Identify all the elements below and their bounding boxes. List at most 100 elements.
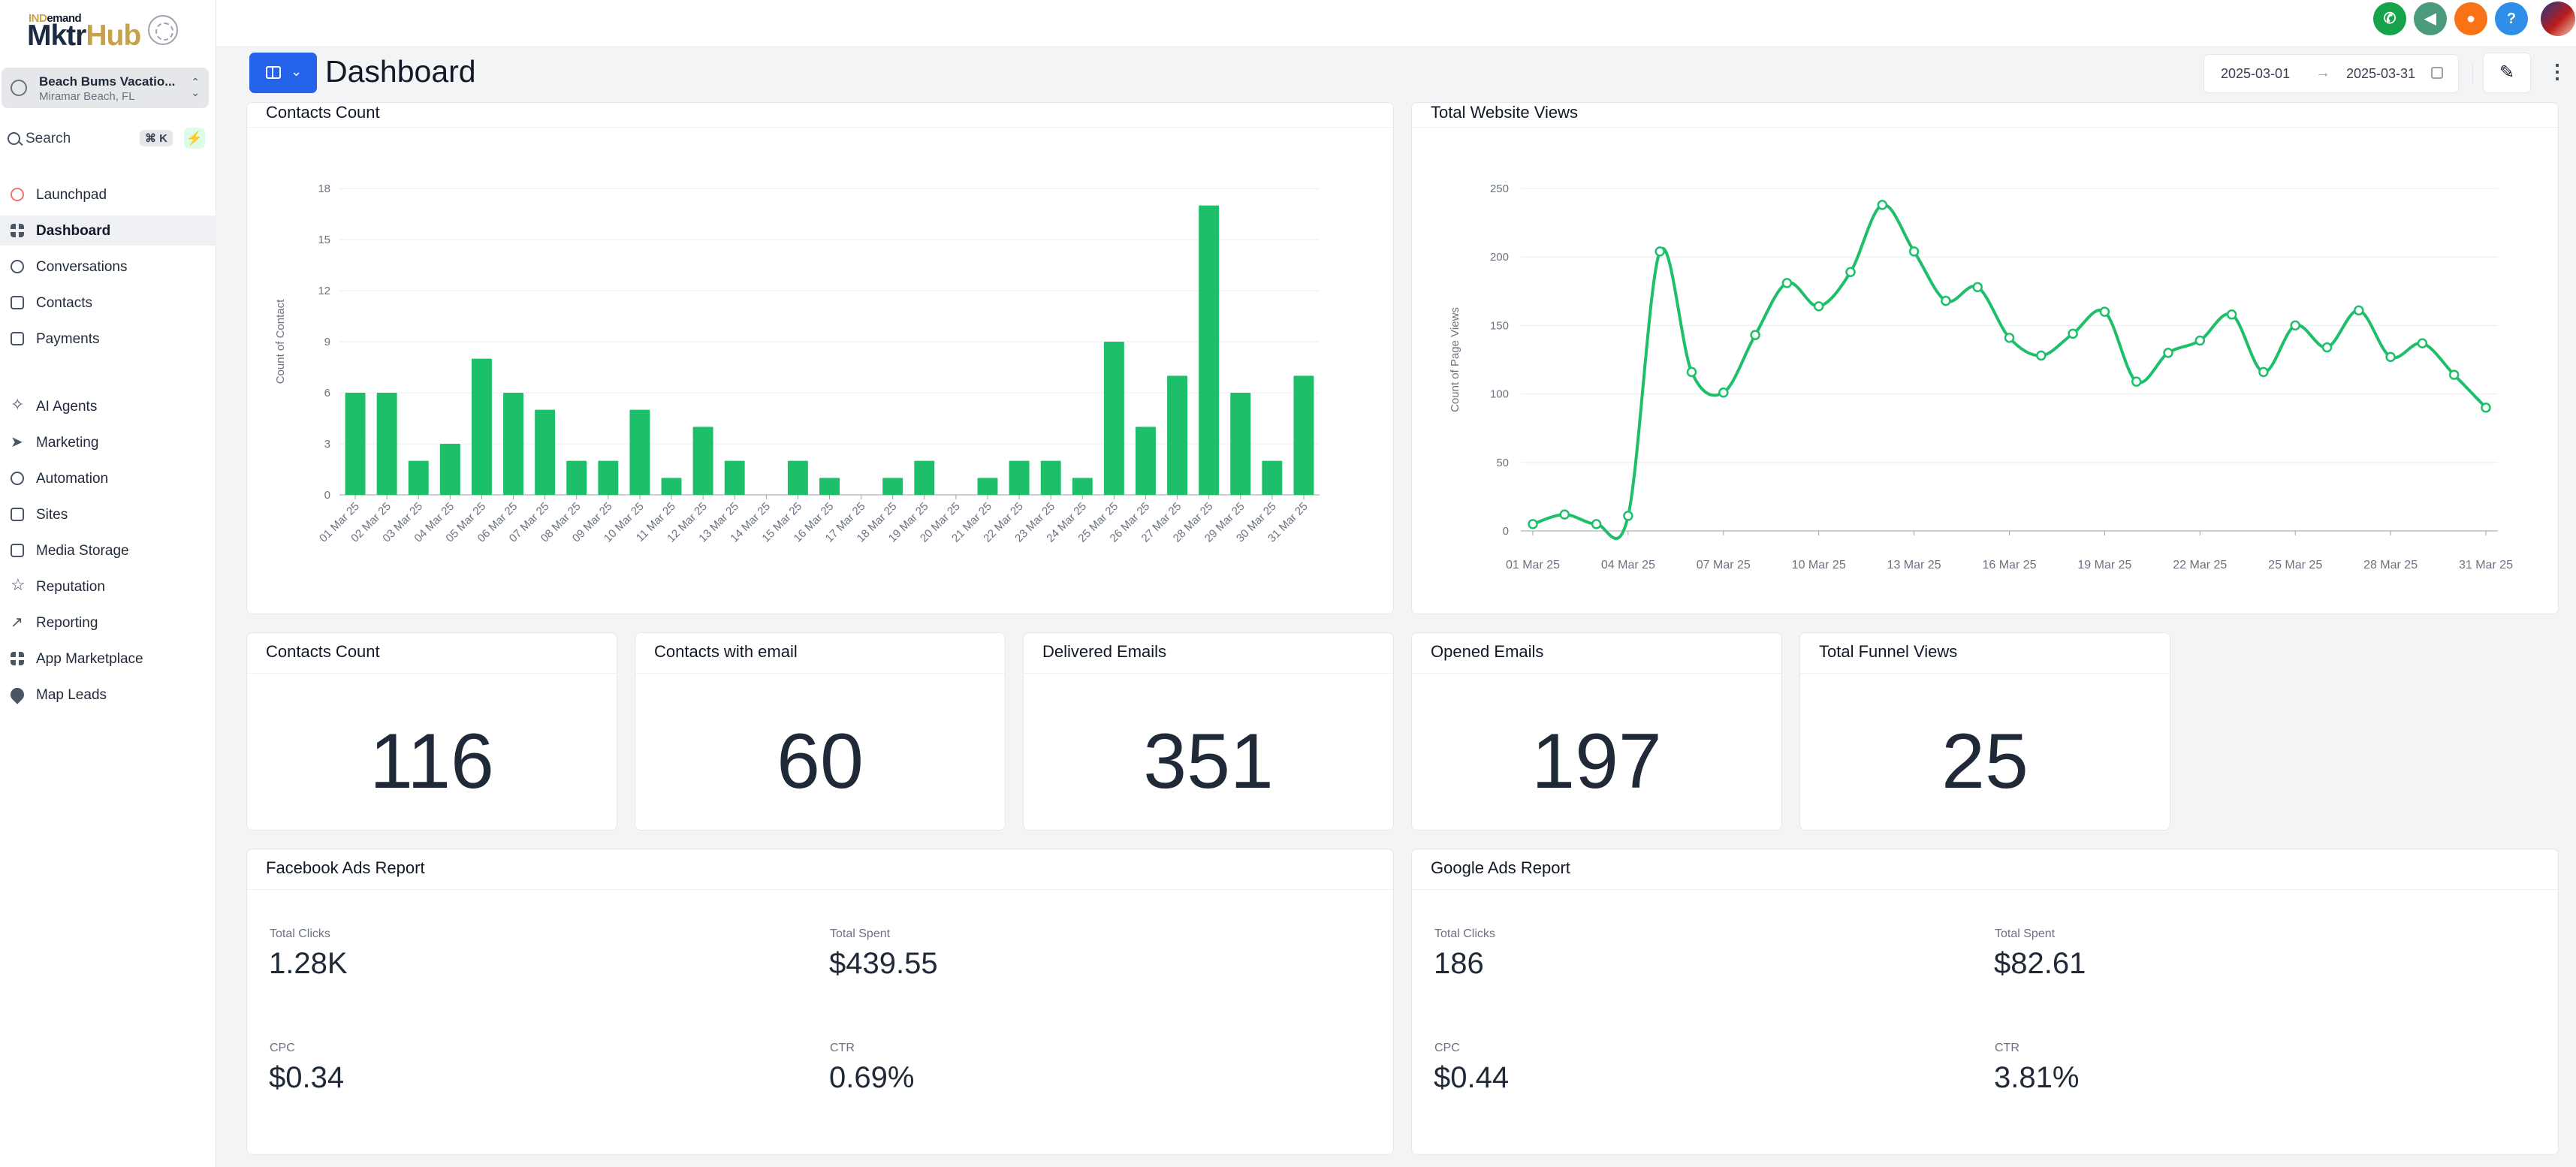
kpi-value: 60	[777, 718, 864, 805]
bar	[1262, 460, 1283, 495]
calendar-icon	[2431, 67, 2443, 79]
sidebar-item-label: AI Agents	[36, 399, 98, 415]
x-tick-label: 19 Mar 25	[2077, 559, 2131, 571]
total-clicks-label: Total Clicks	[1434, 927, 1495, 940]
sidebar-item-payments[interactable]: Payments	[0, 324, 216, 354]
data-point	[1686, 366, 1697, 378]
sidebar-item-conversations[interactable]: Conversations	[0, 252, 216, 282]
bar	[1293, 375, 1314, 495]
bar	[1135, 427, 1156, 495]
kpi-value: 25	[1941, 718, 2029, 805]
x-tick-label: 16 Mar 25	[1982, 559, 2036, 571]
sidebar-item-contacts[interactable]: Contacts	[0, 288, 216, 318]
sidebar-item-media-storage[interactable]: Media Storage	[0, 535, 216, 565]
sidebar-item-marketing[interactable]: ➤ Marketing	[0, 427, 216, 457]
sidebar-item-label: Map Leads	[36, 687, 107, 703]
more-options-icon[interactable]: ⋮	[2547, 60, 2567, 83]
dashboard-switcher-button[interactable]: ⌄	[249, 53, 317, 93]
sidebar-item-app-marketplace[interactable]: App Marketplace	[0, 644, 216, 674]
search-label: Search	[26, 131, 71, 146]
data-point	[2481, 403, 2491, 413]
date-range-picker[interactable]: 2025-03-01 → 2025-03-31	[2203, 54, 2459, 93]
chat-icon	[11, 260, 24, 273]
website-views-line-chart: 0 50 100 150 200 250 Count of Page Views 01 Mar…	[1449, 182, 2513, 571]
kpi-value: 197	[1531, 718, 1662, 805]
sidebar-item-label: App Marketplace	[36, 651, 143, 667]
arrow-right-icon: →	[2315, 65, 2330, 81]
bar	[1103, 342, 1124, 495]
data-point	[2417, 338, 2428, 348]
location-switcher[interactable]: Beach Bums Vacatio... Miramar Beach, FL …	[2, 68, 209, 108]
x-tick-label: 07 Mar 25	[1697, 559, 1751, 571]
data-point	[1972, 282, 1983, 293]
cpc-label: CPC	[1434, 1042, 1460, 1054]
y-axis-label: Count of Contact	[274, 299, 287, 384]
kpi-card-contacts-with-email: Contacts with email 60	[635, 632, 1006, 831]
chevron-down-icon: ⌄	[291, 64, 303, 79]
location-icon	[11, 80, 27, 96]
y-tick-label: 0	[324, 489, 330, 502]
megaphone-icon[interactable]: ◀	[2414, 2, 2447, 35]
sidebar-item-dashboard[interactable]: Dashboard	[0, 216, 216, 246]
card-title: Total Website Views	[1431, 103, 1579, 122]
data-point	[1654, 246, 1665, 257]
y-tick-label: 3	[324, 438, 330, 451]
google-ads-card: Google Ads Report Total Clicks 186 Total…	[1411, 849, 2559, 1155]
phone-icon[interactable]: ✆	[2373, 2, 2406, 35]
total-clicks-value: 186	[1434, 947, 1484, 980]
ctr-value: 3.81%	[1994, 1061, 2080, 1094]
sidebar-item-label: Media Storage	[36, 543, 129, 559]
x-tick-label: 28 Mar 25	[2363, 559, 2418, 571]
bar	[345, 393, 366, 495]
data-point	[1559, 509, 1570, 520]
sidebar-item-reporting[interactable]: ↗ Reporting	[0, 608, 216, 638]
bar	[1167, 375, 1188, 495]
total-spent-label: Total Spent	[830, 927, 891, 940]
avatar[interactable]	[2541, 2, 2575, 36]
bar	[661, 478, 682, 495]
search-shortcut: ⌘ K	[140, 130, 173, 146]
bar	[535, 409, 556, 495]
sidebar-item-automation[interactable]: Automation	[0, 463, 216, 493]
star-icon: ☆	[11, 575, 26, 594]
sidebar-item-label: Sites	[36, 507, 68, 523]
brand-suffix: emand	[47, 12, 82, 25]
y-tick-label: 0	[1503, 525, 1509, 538]
sidebar-item-ai-agents[interactable]: ✧ AI Agents	[0, 391, 216, 421]
sidebar-item-launchpad[interactable]: Launchpad	[0, 179, 216, 210]
search-bar[interactable]: Search ⌘ K ⚡	[0, 126, 216, 152]
map-pin-icon	[8, 685, 27, 704]
top-bar: ✆ ◀ ●?	[216, 0, 2576, 47]
grid-icon	[11, 652, 24, 665]
data-point	[2226, 309, 2237, 320]
data-point	[1718, 387, 1729, 398]
data-point	[1845, 267, 1856, 278]
bar	[566, 460, 587, 495]
data-point	[2068, 328, 2078, 339]
sidebar-item-label: Launchpad	[36, 187, 107, 203]
data-point	[2448, 369, 2460, 380]
x-tick-label: 25 Mar 25	[2268, 559, 2322, 571]
data-point	[1781, 278, 1793, 288]
y-tick-label: 9	[324, 336, 330, 348]
sidebar-item-map-leads[interactable]: Map Leads	[0, 680, 216, 710]
date-end: 2025-03-31	[2346, 66, 2416, 81]
sidebar-item-label: Contacts	[36, 295, 92, 311]
edit-dashboard-button[interactable]: ✎	[2483, 53, 2531, 93]
location-city: Miramar Beach, FL	[39, 90, 135, 103]
help-icon[interactable]: ?	[2495, 2, 2528, 35]
data-point	[2354, 305, 2364, 316]
contacts-count-chart-card: Contacts Count 0 3 6 9 12 15 18 Count of Contac…	[246, 102, 1394, 614]
bar	[914, 460, 935, 495]
kpi-value: 351	[1143, 718, 1274, 805]
ctr-label: CTR	[830, 1042, 855, 1054]
quick-action-bolt-icon[interactable]: ⚡	[184, 128, 205, 149]
launchpad-icon	[11, 188, 24, 201]
sidebar-item-label: Payments	[36, 331, 100, 347]
bell-icon[interactable]: ●	[2454, 2, 2487, 35]
sidebar-item-reputation[interactable]: ☆ Reputation	[0, 571, 216, 602]
series-line	[1532, 203, 2487, 540]
sidebar-item-sites[interactable]: Sites	[0, 499, 216, 529]
total-spent-value: $439.55	[829, 947, 938, 980]
divider	[2472, 63, 2473, 84]
